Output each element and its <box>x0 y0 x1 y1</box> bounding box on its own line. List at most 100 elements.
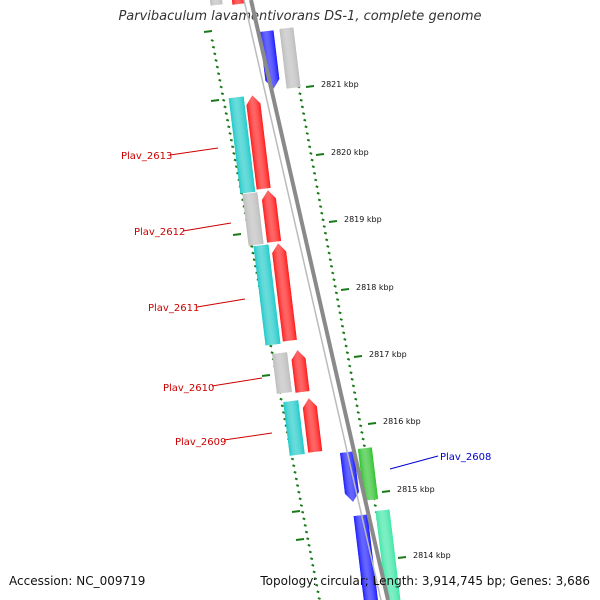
left-tick-mark <box>313 577 318 580</box>
right-tick-mark <box>360 431 364 434</box>
left-tick-mark <box>312 570 316 574</box>
left-tick-mark <box>315 583 319 587</box>
label-layer: Plav_2613 Plav_2612 Plav_2611 Plav_2610 Plav… <box>121 151 491 463</box>
scale-layer: 2821 kbp 2820 kbp 2819 kbp 2818 kbp 2817 kbp… <box>305 80 451 560</box>
right-tick-mark <box>362 444 366 448</box>
right-tick-mark <box>309 152 313 155</box>
left-tick-mark <box>270 351 274 355</box>
right-tick-mark <box>334 291 339 295</box>
left-tick-mark <box>311 563 315 567</box>
scale-label: 2817 kbp <box>369 350 407 359</box>
right-tick-mark <box>335 298 340 301</box>
right-tick-mark <box>327 251 331 255</box>
left-tick-mark <box>299 504 304 507</box>
right-tick-mark <box>312 171 317 175</box>
backbone-line <box>249 0 390 600</box>
gene-red <box>231 0 245 5</box>
right-tick-mark <box>310 158 314 162</box>
left-tick-mark <box>317 597 321 600</box>
right-tick-mark <box>373 504 377 507</box>
left-tick-mark <box>215 65 219 69</box>
gene-cyan <box>253 244 281 346</box>
scale-label: 2815 kbp <box>397 485 435 494</box>
gene-grey <box>242 192 264 246</box>
left-tick-mark <box>228 132 232 135</box>
left-tick-mark <box>220 92 225 96</box>
left-tick-mark <box>279 397 283 401</box>
gene-red <box>302 398 323 453</box>
gene-label: Plav_2612 <box>134 227 185 238</box>
right-tick-mark <box>299 98 303 102</box>
scale-major-tick <box>381 490 391 493</box>
right-tick-mark <box>352 391 357 394</box>
scale-major-tick <box>397 556 407 559</box>
left-major-tick <box>232 233 242 236</box>
left-tick-mark <box>301 510 305 514</box>
left-tick-mark <box>233 158 237 162</box>
accession-text: Accession: NC_009719 <box>9 574 146 588</box>
left-tick-mark <box>294 477 298 481</box>
right-tick-mark <box>351 384 356 388</box>
scale-label: 2821 kbp <box>321 80 359 89</box>
scale-label: 2820 kbp <box>331 148 369 157</box>
gene-mint <box>375 509 401 600</box>
scale-major-tick <box>305 85 315 88</box>
summary-text: Topology: circular; Length: 3,914,745 bp… <box>260 574 590 588</box>
left-tick-mark <box>213 52 217 56</box>
scale-major-tick <box>367 422 377 425</box>
right-tick-mark <box>320 211 324 215</box>
right-tick-mark <box>308 145 312 149</box>
gene-label: Plav_2610 <box>163 383 214 394</box>
right-tick-mark <box>325 238 329 242</box>
left-tick-mark <box>303 524 307 527</box>
gene-cyan <box>228 96 256 194</box>
gene-label: Plav_2613 <box>121 151 172 162</box>
right-tick-mark <box>344 344 348 348</box>
right-tick-mark <box>300 105 305 109</box>
left-tick-mark <box>297 490 301 494</box>
left-tick-mark <box>250 245 254 248</box>
right-tick-mark <box>316 191 320 195</box>
gene-leader-line <box>196 298 246 308</box>
gene-leader-line <box>182 222 232 232</box>
left-major-tick <box>210 99 220 102</box>
left-tick-mark <box>307 543 311 547</box>
right-tick-mark <box>321 218 325 222</box>
left-tick-mark <box>251 251 255 255</box>
gene-label: Plav_2611 <box>148 303 199 314</box>
right-tick-mark <box>361 437 365 441</box>
scale-label: 2819 kbp <box>344 215 382 224</box>
left-tick-mark <box>211 45 216 49</box>
scale-major-tick <box>328 220 338 223</box>
right-tick-mark <box>317 198 322 202</box>
gene-red <box>272 243 297 342</box>
right-tick-mark <box>345 351 349 355</box>
right-tick-mark <box>342 331 346 335</box>
right-tick-mark <box>346 357 351 361</box>
gene-blue <box>259 30 280 89</box>
left-tick-mark <box>223 105 227 109</box>
left-tick-mark <box>298 497 302 501</box>
gene-grey <box>272 352 292 394</box>
map-title: Parvibaculum lavamentivorans DS-1, compl… <box>118 9 482 24</box>
scale-major-tick <box>340 288 350 291</box>
right-tick-mark <box>306 138 311 142</box>
gene-red <box>262 190 282 243</box>
left-tick-mark <box>216 72 221 76</box>
right-tick-mark <box>314 178 318 182</box>
right-tick-mark <box>348 364 352 368</box>
gene-leader-line <box>169 147 219 156</box>
left-tick-mark <box>225 118 230 122</box>
left-major-tick <box>261 374 271 377</box>
right-tick-mark <box>331 271 335 275</box>
gene-red <box>291 350 310 393</box>
tick-layer <box>203 30 394 600</box>
gene-leader-line <box>389 455 439 470</box>
left-tick-mark <box>214 59 218 62</box>
right-tick-mark <box>343 338 347 341</box>
left-tick-mark <box>293 470 297 474</box>
backbone-layer <box>243 0 390 600</box>
scale-label: 2814 kbp <box>413 551 451 560</box>
left-tick-mark <box>302 517 306 521</box>
